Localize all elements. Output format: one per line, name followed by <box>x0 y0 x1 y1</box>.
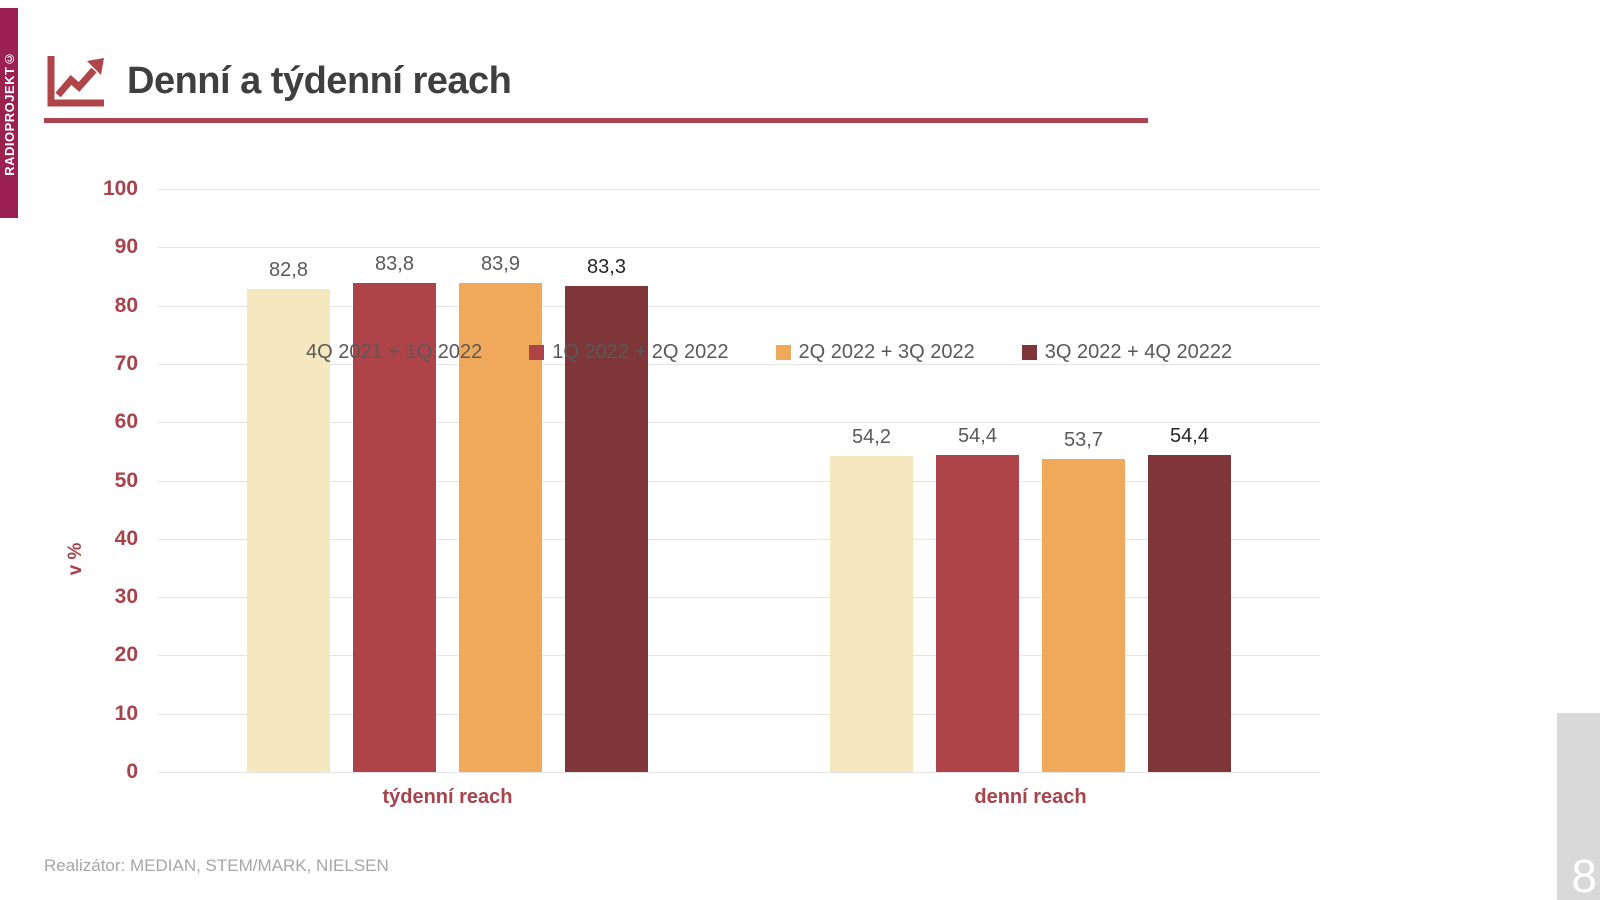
y-tick-label: 10 <box>114 701 138 725</box>
y-tick-label: 20 <box>114 643 138 667</box>
y-tick-label: 30 <box>114 585 138 609</box>
gridline <box>158 422 1320 424</box>
bar <box>459 282 542 772</box>
page-number-panel: 8 <box>1557 713 1600 900</box>
bar <box>1042 458 1125 772</box>
bar-value-label: 83,9 <box>481 252 520 275</box>
page-number: 8 <box>1571 850 1597 900</box>
y-tick-label: 70 <box>114 351 138 375</box>
bar <box>353 283 436 772</box>
chart-legend: 4Q 2021 + 1Q 2022 1Q 2022 + 2Q 2022 2Q 202… <box>283 341 1232 364</box>
gridline <box>158 305 1320 307</box>
bar-value-label: 83,3 <box>587 256 626 279</box>
gridline <box>158 655 1320 657</box>
bar-value-label: 83,8 <box>375 253 414 276</box>
legend-label: 1Q 2022 + 2Q 2022 <box>552 341 729 363</box>
gridline <box>158 597 1320 599</box>
bar <box>247 289 330 772</box>
legend-swatch <box>529 345 545 360</box>
gridline <box>158 363 1320 365</box>
legend-item: 2Q 2022 + 3Q 2022 <box>775 341 975 364</box>
bar-value-label: 53,7 <box>1064 428 1103 451</box>
y-tick-label: 80 <box>114 293 138 317</box>
legend-item: 3Q 2022 + 4Q 20222 <box>1021 341 1233 364</box>
y-tick-label: 100 <box>102 177 138 200</box>
brand-strip: RADIOPROJEKT© <box>0 8 18 218</box>
y-tick-label: 40 <box>114 526 138 550</box>
gridline <box>158 713 1320 715</box>
legend-item: 4Q 2021 + 1Q 2022 <box>283 341 482 364</box>
bar-value-label: 54,4 <box>1170 424 1209 447</box>
line-chart-icon <box>47 56 104 107</box>
page-title: Denní a týdenní reach <box>127 60 512 102</box>
y-tick-label: 0 <box>126 760 138 783</box>
category-label: denní reach <box>974 786 1087 808</box>
legend-label: 2Q 2022 + 3Q 2022 <box>798 341 975 363</box>
legend-label: 3Q 2022 + 4Q 20222 <box>1044 341 1233 363</box>
bar-value-label: 54,4 <box>958 424 997 447</box>
bar-value-label: 54,2 <box>852 426 891 448</box>
gridline <box>158 189 1320 190</box>
y-tick-label: 50 <box>114 468 138 492</box>
bar <box>1148 454 1231 772</box>
bar <box>830 456 913 772</box>
gridline <box>158 538 1320 540</box>
legend-label: 4Q 2021 + 1Q 2022 <box>306 341 483 363</box>
category-label: týdenní reach <box>382 786 513 808</box>
legend-swatch <box>283 345 298 360</box>
gridline <box>158 772 1320 773</box>
legend-swatch <box>775 345 791 360</box>
bar-chart: v % 0 10 20 30 40 50 60 70 80 90 100 82,8 54,2 83,8 5… <box>0 140 1600 820</box>
y-tick-label: 90 <box>114 235 138 259</box>
legend-swatch <box>1021 345 1037 360</box>
bar <box>936 454 1019 772</box>
bar-value-label: 82,8 <box>269 259 308 282</box>
bar <box>565 286 648 772</box>
gridline <box>158 247 1320 249</box>
y-tick-label: 60 <box>114 410 138 434</box>
gridline <box>158 480 1320 482</box>
footer-source: Realizátor: MEDIAN, STEM/MARK, NIELSEN <box>44 856 389 875</box>
title-underline <box>44 118 1148 123</box>
legend-item: 1Q 2022 + 2Q 2022 <box>529 341 729 364</box>
